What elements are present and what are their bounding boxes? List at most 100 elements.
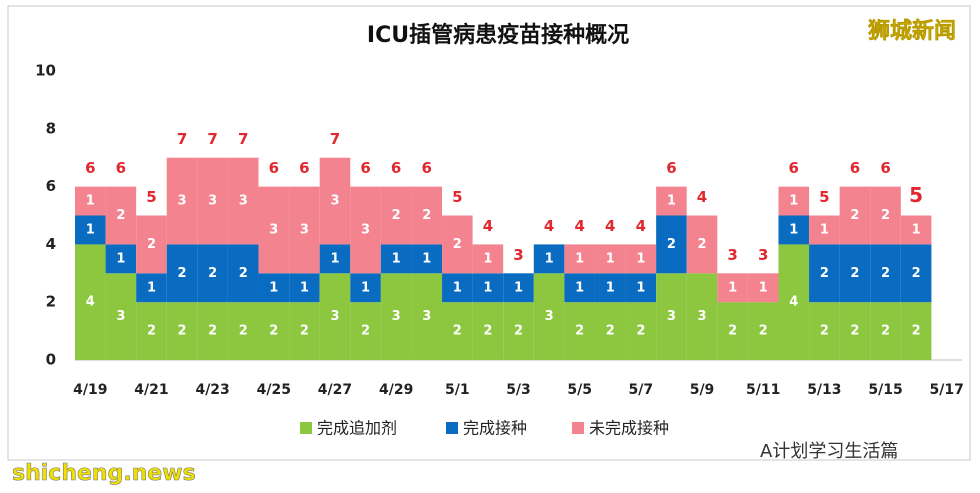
segment-label: 3	[116, 309, 125, 324]
legend-swatch	[446, 422, 458, 434]
x-tick-label: 5/7	[629, 382, 654, 398]
bar-segment	[319, 244, 351, 274]
segment-label: 1	[575, 251, 584, 266]
total-label: 6	[422, 159, 432, 177]
bar-segment	[289, 273, 320, 303]
total-label: 7	[238, 130, 248, 148]
segment-label: 2	[759, 324, 768, 339]
total-label: 5	[146, 188, 156, 206]
segment-label: 2	[636, 324, 645, 339]
segment-label: 2	[208, 266, 217, 281]
total-label: 3	[513, 246, 523, 264]
segment-label: 1	[392, 251, 401, 266]
bar-segment	[75, 215, 106, 245]
legend-swatch	[300, 422, 312, 434]
bar-segment	[472, 273, 504, 303]
bar-segment	[411, 273, 443, 360]
total-label: 6	[116, 159, 126, 177]
bar-segment	[166, 244, 198, 303]
bar-segment	[625, 273, 657, 303]
bar-segment	[839, 186, 871, 245]
segment-label: 4	[86, 295, 95, 310]
segment-label: 1	[86, 222, 95, 237]
total-label: 4	[544, 217, 554, 235]
segment-label: 2	[147, 237, 156, 252]
watermark: shicheng.news	[12, 461, 196, 486]
total-label: 5	[452, 188, 462, 206]
bar-segment	[747, 273, 779, 303]
bar-segment	[380, 273, 412, 360]
bar-segment	[656, 273, 687, 360]
bar-segment	[166, 302, 198, 360]
x-tick-label: 5/5	[567, 382, 592, 398]
segment-label: 1	[300, 280, 309, 295]
bar-segment	[839, 302, 871, 360]
segment-label: 2	[881, 208, 890, 223]
total-label: 5	[819, 188, 829, 206]
total-label: 4	[483, 217, 493, 235]
segment-label: 1	[483, 280, 492, 295]
segment-label: 1	[820, 222, 829, 237]
bar-segment	[625, 302, 657, 360]
bar-segment	[778, 215, 810, 245]
segment-label: 2	[483, 324, 492, 339]
total-label: 6	[789, 159, 799, 177]
x-tick-label: 5/17	[930, 382, 964, 398]
x-tick-label: 4/27	[318, 382, 352, 398]
bar-segment	[319, 157, 351, 245]
segment-label: 2	[178, 324, 187, 339]
segment-label: 2	[300, 324, 309, 339]
bar-segment	[747, 302, 779, 360]
segment-label: 2	[667, 237, 676, 252]
total-label: 3	[758, 246, 768, 264]
segment-label: 2	[881, 266, 890, 281]
total-label: 6	[360, 159, 370, 177]
bar-segment	[870, 302, 901, 360]
segment-label: 3	[208, 194, 217, 209]
total-label: 4	[574, 217, 584, 235]
y-tick-label: 4	[46, 235, 56, 253]
x-tick-label: 5/11	[746, 382, 780, 398]
legend-label: 完成接种	[463, 419, 527, 438]
segment-label: 2	[728, 324, 737, 339]
bar-segment	[166, 157, 198, 245]
segment-label: 2	[820, 324, 829, 339]
total-label: 6	[391, 159, 401, 177]
bar-segment	[136, 302, 167, 360]
bar-segment	[350, 302, 381, 360]
segment-label: 1	[789, 222, 798, 237]
x-tick-label: 4/29	[379, 382, 413, 398]
segment-label: 3	[667, 309, 676, 324]
chart-title: ICU插管病患疫苗接种概况	[367, 22, 629, 48]
segment-label: 3	[330, 309, 339, 324]
total-label: 7	[177, 130, 187, 148]
bar-segment	[594, 302, 626, 360]
total-label: 6	[269, 159, 279, 177]
segment-label: 1	[483, 251, 492, 266]
segment-label: 1	[361, 280, 370, 295]
bar-segment	[503, 273, 534, 303]
segment-label: 3	[361, 222, 370, 237]
x-tick-label: 5/3	[506, 382, 531, 398]
segment-label: 3	[697, 309, 706, 324]
total-label: 6	[299, 159, 309, 177]
bar-segment	[870, 186, 901, 245]
segment-label: 3	[300, 222, 309, 237]
bar-segment	[870, 244, 901, 303]
bar-segment	[350, 273, 381, 303]
segment-label: 3	[178, 194, 187, 209]
segment-label: 1	[667, 194, 676, 209]
segment-label: 2	[422, 208, 431, 223]
bar-segment	[75, 244, 106, 360]
bar-segment	[656, 186, 687, 216]
bar-segment	[197, 157, 228, 245]
segment-label: 1	[789, 194, 798, 209]
bar-segment	[564, 302, 595, 360]
legend-label: 未完成接种	[589, 419, 669, 438]
bar-segment	[319, 273, 351, 360]
bar-segment	[533, 244, 565, 274]
segment-label: 2	[361, 324, 370, 339]
bar-segment	[227, 157, 259, 245]
total-label: 7	[330, 130, 340, 148]
